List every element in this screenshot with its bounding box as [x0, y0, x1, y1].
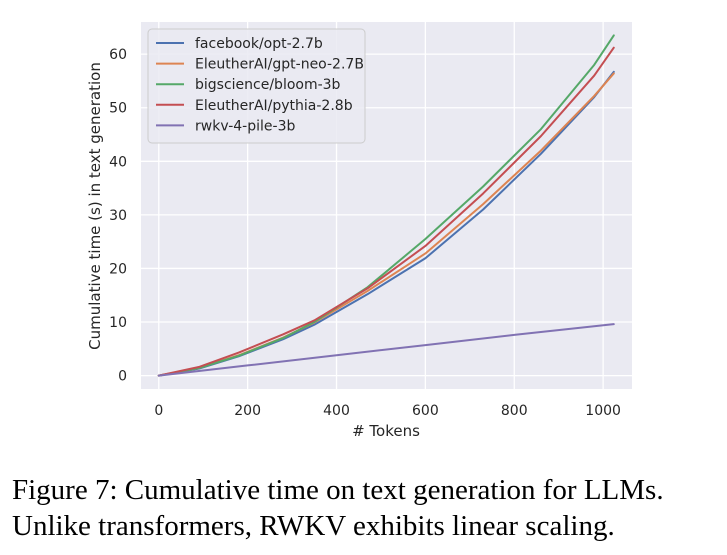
x-tick-label: 600: [412, 403, 439, 419]
figure-caption: Figure 7: Cumulative time on text genera…: [12, 472, 724, 544]
legend-label: rwkv-4-pile-3b: [195, 118, 295, 134]
y-tick-label: 60: [109, 47, 127, 63]
y-tick-label: 50: [109, 101, 127, 117]
y-tick-label: 10: [109, 315, 127, 331]
caption-line-1: Figure 7: Cumulative time on text genera…: [12, 474, 664, 506]
y-tick-label: 0: [118, 369, 127, 385]
x-tick-label: 800: [501, 403, 528, 419]
legend-box: [147, 28, 366, 144]
legend-label: EleutherAI/gpt-neo-2.7B: [195, 57, 364, 73]
y-tick-label: 40: [109, 154, 127, 170]
y-axis-label: Cumulative time (s) in text generation: [86, 62, 104, 350]
legend-label: EleutherAI/pythia-2.8b: [195, 98, 353, 114]
series-lines: [157, 34, 615, 377]
series-line-4: [157, 46, 615, 377]
tick-labels: 0 200 400 600 800 1000 0 10 20 30 40 50 60: [109, 47, 621, 419]
caption-line-2: Unlike transformers, RWKV exhibits linea…: [12, 510, 615, 542]
x-axis-label: # Tokens: [352, 422, 420, 440]
x-tick-label: 0: [154, 403, 163, 419]
x-tick-label: 400: [323, 403, 350, 419]
series-line-5: [157, 323, 615, 377]
y-tick-label: 20: [109, 261, 127, 277]
legend: facebook/opt-2.7b EleutherAI/gpt-neo-2.7B…: [147, 28, 366, 144]
x-tick-label: 200: [234, 403, 261, 419]
y-tick-label: 30: [109, 208, 127, 224]
x-tick-label: 1000: [585, 403, 621, 419]
legend-label: bigscience/bloom-3b: [195, 77, 341, 93]
legend-label: facebook/opt-2.7b: [195, 36, 323, 52]
